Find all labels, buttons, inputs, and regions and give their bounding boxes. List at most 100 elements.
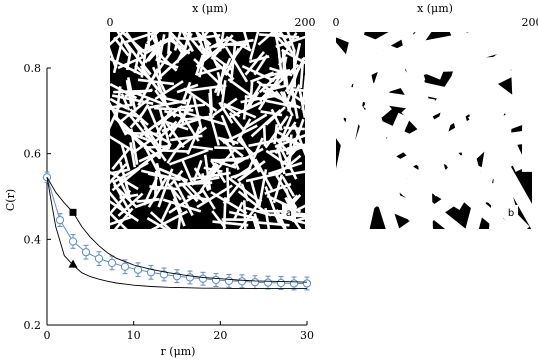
fiber bbox=[298, 88, 305, 118]
square-marker bbox=[69, 208, 77, 216]
fiber bbox=[258, 70, 283, 94]
fiber bbox=[284, 67, 300, 108]
fiber bbox=[110, 191, 127, 214]
fiber-network-b bbox=[336, 32, 532, 229]
x-tick-label: 30 bbox=[300, 329, 314, 342]
fiber bbox=[290, 87, 299, 119]
main-data bbox=[42, 171, 312, 291]
fiber bbox=[445, 89, 482, 182]
fiber bbox=[157, 34, 166, 64]
fiber bbox=[392, 131, 516, 229]
fiber bbox=[408, 79, 532, 120]
fiber bbox=[134, 64, 155, 84]
fiber bbox=[173, 180, 194, 217]
inset-a-tick-start: 0 bbox=[107, 16, 114, 29]
fiber bbox=[190, 145, 213, 151]
fiber bbox=[169, 169, 184, 186]
fiber bbox=[412, 32, 532, 56]
fiber bbox=[272, 174, 284, 204]
fiber bbox=[228, 112, 245, 132]
fiber bbox=[274, 137, 290, 154]
data-point bbox=[224, 276, 234, 285]
fiber bbox=[137, 78, 175, 86]
fiber bbox=[187, 195, 211, 202]
data-point bbox=[211, 275, 221, 285]
y-axis-label: C(r) bbox=[4, 189, 17, 211]
fiber-network-a bbox=[110, 32, 305, 229]
data-point bbox=[289, 279, 299, 288]
data-point bbox=[185, 273, 195, 282]
fiber bbox=[290, 88, 305, 92]
fiber bbox=[230, 147, 264, 168]
data-point bbox=[133, 265, 143, 274]
fiber bbox=[509, 32, 526, 114]
fiber bbox=[414, 55, 532, 73]
fiber bbox=[132, 137, 154, 154]
fiber bbox=[249, 71, 275, 83]
fiber bbox=[265, 106, 286, 126]
fiber bbox=[158, 137, 162, 159]
fiber bbox=[209, 148, 236, 178]
fiber bbox=[238, 198, 263, 229]
data-point bbox=[302, 279, 312, 288]
fiber bbox=[213, 32, 222, 52]
fiber bbox=[146, 50, 173, 87]
fiber bbox=[262, 84, 287, 93]
data-point bbox=[55, 215, 65, 225]
fiber bbox=[129, 128, 139, 165]
fiber bbox=[196, 184, 233, 209]
triangle-marker bbox=[68, 259, 78, 268]
fiber bbox=[281, 121, 297, 143]
fiber bbox=[144, 39, 163, 64]
fiber bbox=[253, 213, 261, 229]
fiber bbox=[277, 143, 298, 180]
fiber bbox=[241, 65, 276, 83]
fiber bbox=[336, 32, 445, 80]
microstructure-panel-b: x (μm) 0 200 b bbox=[333, 2, 538, 229]
fiber bbox=[224, 46, 249, 83]
fiber bbox=[154, 80, 184, 101]
y-tick-label: 0.8 bbox=[24, 62, 42, 75]
fiber bbox=[110, 215, 134, 226]
fiber bbox=[299, 58, 305, 89]
fiber bbox=[177, 36, 206, 41]
fiber bbox=[110, 101, 128, 136]
fiber bbox=[242, 200, 247, 229]
fiber bbox=[227, 78, 256, 100]
fiber bbox=[212, 97, 238, 117]
fiber bbox=[233, 201, 244, 221]
fiber bbox=[181, 115, 215, 122]
fiber bbox=[275, 35, 305, 48]
fiber bbox=[133, 49, 141, 74]
fiber bbox=[275, 209, 287, 229]
fiber bbox=[249, 32, 260, 60]
fiber bbox=[192, 95, 204, 132]
x-tick-label: 0 bbox=[44, 329, 51, 342]
fiber bbox=[193, 58, 224, 88]
fiber bbox=[430, 107, 532, 158]
fiber bbox=[147, 98, 190, 110]
fiber bbox=[237, 160, 266, 183]
fiber bbox=[143, 127, 170, 144]
fiber bbox=[186, 126, 201, 155]
fiber bbox=[286, 143, 305, 151]
fiber bbox=[156, 82, 168, 105]
microstructure-panel-a: x (μm) 0 200 a bbox=[107, 2, 316, 229]
data-point bbox=[81, 248, 91, 257]
fiber bbox=[281, 48, 305, 65]
fiber bbox=[336, 46, 467, 71]
x-tick-label: 20 bbox=[213, 329, 227, 342]
fiber bbox=[116, 32, 132, 54]
data-point bbox=[198, 274, 208, 283]
fiber bbox=[182, 87, 218, 112]
fiber bbox=[223, 102, 257, 119]
fiber bbox=[136, 103, 150, 123]
fiber bbox=[155, 107, 174, 135]
fiber bbox=[138, 142, 172, 169]
fiber bbox=[336, 63, 415, 197]
data-point bbox=[68, 237, 78, 246]
fiber bbox=[146, 217, 169, 229]
fiber bbox=[347, 32, 403, 210]
fiber bbox=[268, 161, 303, 176]
fiber bbox=[281, 53, 290, 95]
